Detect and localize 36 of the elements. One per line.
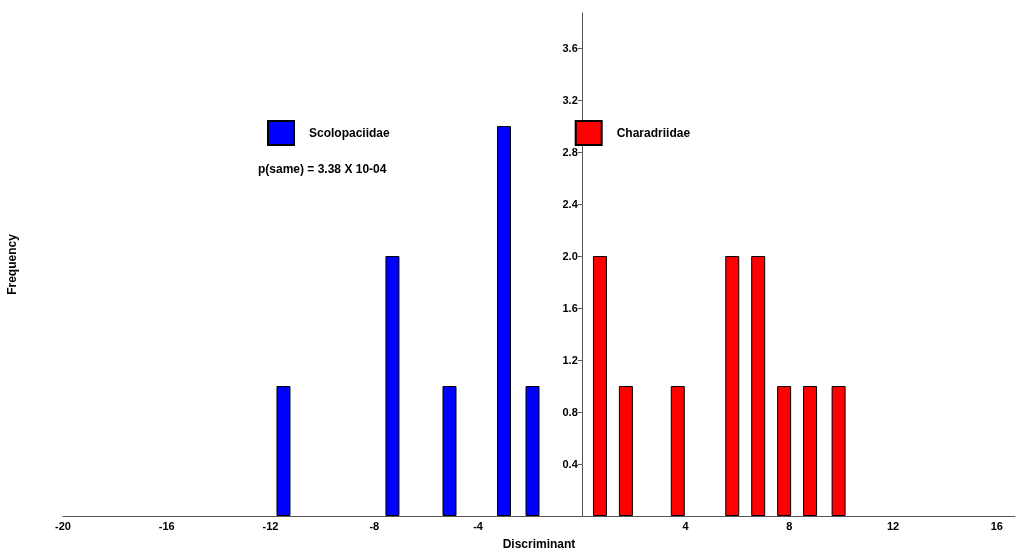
y-tick-label: 2.8 <box>562 146 578 159</box>
y-tick-label: 3.2 <box>562 94 578 107</box>
bar <box>496 126 511 516</box>
y-tick-label: 1.2 <box>562 354 578 367</box>
y-tick-label: 2.4 <box>562 198 579 211</box>
bar <box>276 386 291 516</box>
x-tick-label: 4 <box>682 519 690 532</box>
y-tick-label: 3.6 <box>562 42 578 55</box>
bar <box>592 256 607 516</box>
y-tick-label: 0.4 <box>562 458 579 471</box>
legend-label: Charadriidae <box>616 126 691 140</box>
y-tick-label: 0.8 <box>562 406 578 419</box>
bar <box>803 386 818 516</box>
bar <box>385 256 400 516</box>
bar <box>831 386 846 516</box>
x-tick-label: 8 <box>786 519 793 532</box>
y-axis-title: Frequency <box>5 233 19 295</box>
x-tick-label: -4 <box>473 519 484 532</box>
bar <box>670 386 685 516</box>
x-tick-label: 16 <box>990 519 1003 532</box>
bar <box>442 386 457 516</box>
x-tick-label: 12 <box>886 519 900 532</box>
x-tick-label: -12 <box>262 519 279 532</box>
bar <box>525 386 540 516</box>
x-tick-label: -16 <box>158 519 175 532</box>
bar <box>618 386 633 516</box>
annotation: p(same) = 3.38 X 10-04 <box>258 162 387 176</box>
x-tick-label: -20 <box>55 519 71 532</box>
x-axis-title: Discriminant <box>502 537 576 551</box>
bar <box>725 256 740 516</box>
legend-label: Scolopaciidae <box>309 126 391 140</box>
x-tick-label: -8 <box>369 519 380 532</box>
y-tick-label: 1.6 <box>562 302 578 315</box>
y-tick-label: 2.0 <box>562 250 578 263</box>
bar <box>777 386 792 516</box>
bar <box>751 256 766 516</box>
